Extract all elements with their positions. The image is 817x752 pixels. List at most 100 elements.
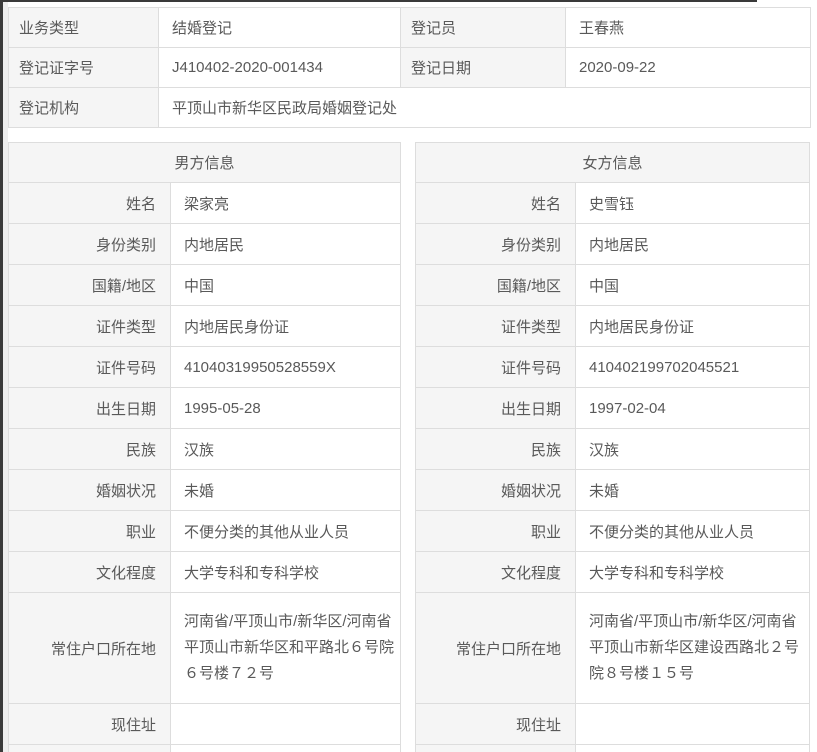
field-value (574, 703, 811, 745)
field-label: 证件号码 (8, 346, 171, 388)
field-value: 河南省/平顶山市/新华区/河南省平顶山市新华区建设西路北２号院８号楼１５号 (574, 592, 811, 704)
table-row: 文化程度 大学专科和专科学校 (8, 551, 402, 593)
field-label: 国籍/地区 (415, 264, 576, 306)
table-row: 业务类型 结婚登记 登记员 王春燕 (8, 7, 811, 48)
female-info-table: 女方信息 姓名 史雪钰 身份类别 内地居民 国籍/地区 中国 证件类型 内地居民… (414, 142, 811, 752)
field-label: 手机号码 (415, 744, 576, 752)
registration-agency-value: 平顶山市新华区民政局婚姻登记处 (158, 87, 811, 128)
field-value: 梁家亮 (169, 182, 402, 224)
field-value: 不便分类的其他从业人员 (574, 510, 811, 552)
registration-agency-label: 登记机构 (8, 87, 159, 128)
table-row: 身份类别 内地居民 (415, 223, 811, 265)
table-row: 证件类型 内地居民身份证 (8, 305, 402, 347)
certificate-number-label: 登记证字号 (8, 47, 159, 88)
field-label: 婚姻状况 (8, 469, 171, 511)
field-label: 出生日期 (8, 387, 171, 429)
field-value: 未婚 (574, 469, 811, 511)
table-row: 手机号码 (8, 744, 402, 752)
window-top-edge (0, 0, 757, 2)
field-value: 河南省/平顶山市/新华区/河南省平顶山市新华区和平路北６号院６号楼７２号 (169, 592, 402, 704)
field-label: 民族 (8, 428, 171, 470)
table-row: 民族 汉族 (8, 428, 402, 470)
field-label: 职业 (8, 510, 171, 552)
field-value (169, 744, 402, 752)
table-row: 登记机构 平顶山市新华区民政局婚姻登记处 (8, 87, 811, 128)
table-row: 婚姻状况 未婚 (415, 469, 811, 511)
table-row: 民族 汉族 (415, 428, 811, 470)
left-gutter (3, 2, 8, 752)
field-label: 婚姻状况 (415, 469, 576, 511)
male-info-table: 男方信息 姓名 梁家亮 身份类别 内地居民 国籍/地区 中国 证件类型 内地居民… (7, 142, 402, 752)
table-row: 常住户口所在地 河南省/平顶山市/新华区/河南省平顶山市新华区建设西路北２号院８… (415, 592, 811, 704)
table-row: 常住户口所在地 河南省/平顶山市/新华区/河南省平顶山市新华区和平路北６号院６号… (8, 592, 402, 704)
business-type-value: 结婚登记 (158, 7, 401, 48)
field-value: 1995-05-28 (169, 387, 402, 429)
field-label: 证件类型 (415, 305, 576, 347)
table-row: 证件号码 410402199702045521 (415, 346, 811, 388)
field-label: 出生日期 (415, 387, 576, 429)
table-row: 姓名 史雪钰 (415, 182, 811, 224)
field-label: 身份类别 (415, 223, 576, 265)
table-row: 职业 不便分类的其他从业人员 (415, 510, 811, 552)
table-row: 文化程度 大学专科和专科学校 (415, 551, 811, 593)
male-info-title: 男方信息 (7, 142, 402, 183)
field-value: 大学专科和专科学校 (574, 551, 811, 593)
window-left-edge (0, 0, 3, 752)
field-value: 内地居民 (574, 223, 811, 265)
field-value: 内地居民身份证 (574, 305, 811, 347)
table-row: 姓名 梁家亮 (8, 182, 402, 224)
table-row: 出生日期 1997-02-04 (415, 387, 811, 429)
field-label: 姓名 (415, 182, 576, 224)
field-label: 文化程度 (8, 551, 171, 593)
table-header-row: 女方信息 (414, 142, 811, 183)
field-value: 中国 (574, 264, 811, 306)
field-value: 未婚 (169, 469, 402, 511)
table-row: 手机号码 (415, 744, 811, 752)
registration-date-label: 登记日期 (400, 47, 566, 88)
field-label: 民族 (415, 428, 576, 470)
certificate-number-value: J410402-2020-001434 (158, 47, 401, 88)
table-row: 婚姻状况 未婚 (8, 469, 402, 511)
field-label: 职业 (415, 510, 576, 552)
registrar-value: 王春燕 (565, 7, 811, 48)
field-value (169, 703, 402, 745)
field-label: 国籍/地区 (8, 264, 171, 306)
field-label: 现住址 (8, 703, 171, 745)
field-value: 大学专科和专科学校 (169, 551, 402, 593)
field-value: 汉族 (574, 428, 811, 470)
field-value: 不便分类的其他从业人员 (169, 510, 402, 552)
table-row: 现住址 (8, 703, 402, 745)
table-row: 证件类型 内地居民身份证 (415, 305, 811, 347)
field-value: 汉族 (169, 428, 402, 470)
field-value: 410402199702045521 (574, 346, 811, 388)
table-row: 国籍/地区 中国 (8, 264, 402, 306)
field-label: 常住户口所在地 (8, 592, 171, 704)
field-label: 常住户口所在地 (415, 592, 576, 704)
field-label: 姓名 (8, 182, 171, 224)
field-value: 内地居民身份证 (169, 305, 402, 347)
field-value: 内地居民 (169, 223, 402, 265)
table-row: 职业 不便分类的其他从业人员 (8, 510, 402, 552)
business-type-label: 业务类型 (8, 7, 159, 48)
registration-date-value: 2020-09-22 (565, 47, 811, 88)
table-row: 现住址 (415, 703, 811, 745)
female-info-title: 女方信息 (414, 142, 811, 183)
field-label: 现住址 (415, 703, 576, 745)
field-label: 手机号码 (8, 744, 171, 752)
field-value (574, 744, 811, 752)
field-value: 1997-02-04 (574, 387, 811, 429)
registration-summary-table: 业务类型 结婚登记 登记员 王春燕 登记证字号 J410402-2020-001… (8, 7, 811, 128)
table-row: 出生日期 1995-05-28 (8, 387, 402, 429)
field-label: 证件号码 (415, 346, 576, 388)
field-value: 中国 (169, 264, 402, 306)
registrar-label: 登记员 (400, 7, 566, 48)
table-row: 证件号码 41040319950528559X (8, 346, 402, 388)
table-row: 登记证字号 J410402-2020-001434 登记日期 2020-09-2… (8, 47, 811, 88)
table-header-row: 男方信息 (7, 142, 402, 183)
table-row: 国籍/地区 中国 (415, 264, 811, 306)
field-label: 文化程度 (415, 551, 576, 593)
field-value: 史雪钰 (574, 182, 811, 224)
field-value: 41040319950528559X (169, 346, 402, 388)
field-label: 证件类型 (8, 305, 171, 347)
